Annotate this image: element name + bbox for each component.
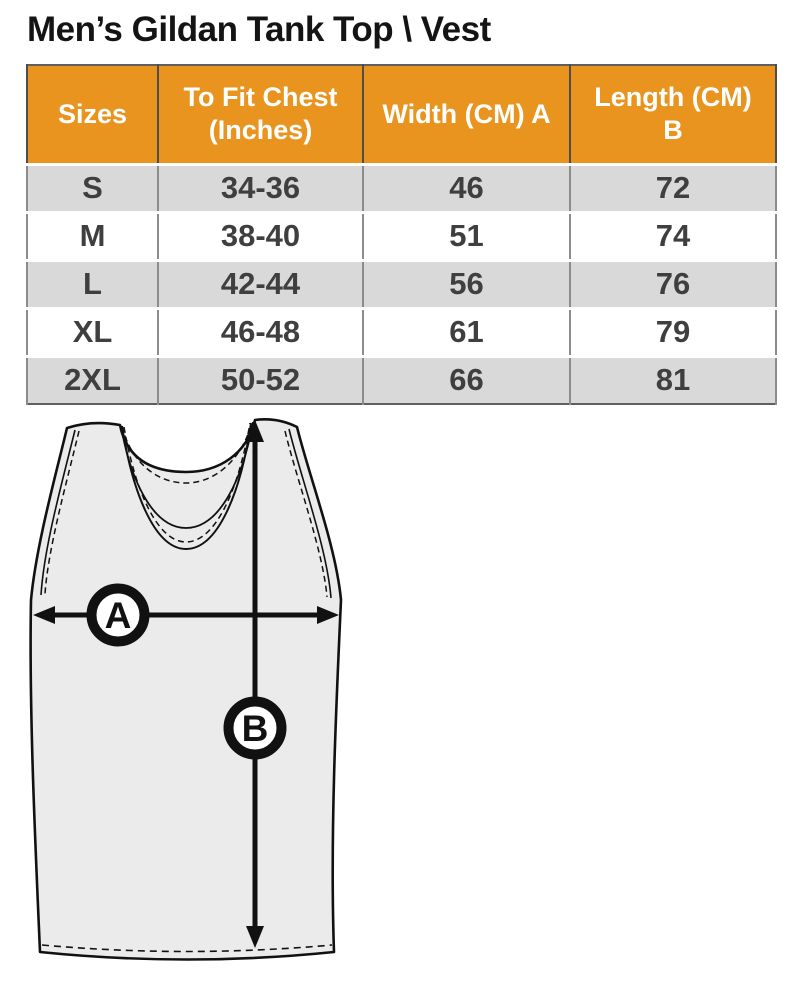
table-row-s: S 34-36 46 72 — [26, 162, 777, 212]
back-neck-stitch — [121, 421, 253, 484]
cell-size: 2XL — [26, 354, 159, 404]
cell-chest: 42-44 — [157, 258, 364, 308]
width-label: A — [105, 595, 132, 636]
cell-size: L — [26, 258, 159, 308]
header-sizes-label: Sizes — [57, 98, 128, 129]
table-row-2xl: 2XL 50-52 66 81 — [26, 354, 777, 404]
table-row-m: M 38-40 51 74 — [26, 210, 777, 260]
length-label-badge: B — [223, 696, 287, 760]
length-arrowhead-bottom — [246, 926, 264, 948]
table-row-xl: XL 46-48 61 79 — [26, 306, 777, 356]
front-neck-bottom-edge — [121, 422, 252, 551]
header-width-label: Width (CM) A — [382, 98, 551, 129]
header-sizes: Sizes — [26, 65, 159, 164]
tank-top-diagram: A B — [29, 418, 343, 961]
garment-outline — [29, 418, 343, 961]
front-neck-stitch — [123, 422, 251, 543]
size-chart-table: Sizes To Fit Chest (Inches) Width (CM) A… — [26, 64, 777, 405]
header-length-line1: Length (CM) — [594, 82, 752, 113]
cell-width: 51 — [362, 210, 571, 260]
right-armhole-stitch — [284, 430, 328, 598]
cell-chest: 38-40 — [157, 210, 364, 260]
header-width: Width (CM) A — [362, 65, 571, 164]
cell-length: 72 — [569, 162, 777, 212]
table-row-l: L 42-44 56 76 — [26, 258, 777, 308]
cell-length: 76 — [569, 258, 777, 308]
cell-length: 79 — [569, 306, 777, 356]
width-arrowhead-right — [317, 606, 339, 624]
left-armhole-stitch — [44, 430, 80, 595]
length-arrow — [246, 420, 264, 948]
cell-width: 61 — [362, 306, 571, 356]
cell-size: XL — [26, 306, 159, 356]
cell-length: 74 — [569, 210, 777, 260]
front-neck-top-edge — [120, 421, 254, 529]
header-chest-line2: (Inches) — [208, 115, 313, 146]
header-length: Length (CM) B — [569, 65, 777, 164]
page-title: Men’s Gildan Tank Top \ Vest — [27, 10, 491, 49]
cell-size: M — [26, 210, 159, 260]
header-chest-line1: To Fit Chest — [183, 82, 338, 113]
length-arrowhead-top — [246, 420, 264, 442]
header-chest: To Fit Chest (Inches) — [157, 65, 364, 164]
cell-size: S — [26, 162, 159, 212]
cell-width: 46 — [362, 162, 571, 212]
cell-chest: 34-36 — [157, 162, 364, 212]
width-arrowhead-left — [33, 606, 55, 624]
right-armhole-edge-line — [288, 428, 332, 599]
left-armhole-edge-line — [40, 429, 76, 596]
cell-length: 81 — [569, 354, 777, 404]
width-label-badge: A — [86, 583, 150, 647]
cell-chest: 50-52 — [157, 354, 364, 404]
header-length-line2: B — [663, 115, 683, 146]
cell-width: 66 — [362, 354, 571, 404]
table-header-row: Sizes To Fit Chest (Inches) Width (CM) A… — [26, 65, 777, 164]
hem-stitch — [41, 944, 333, 953]
cell-width: 56 — [362, 258, 571, 308]
cell-chest: 46-48 — [157, 306, 364, 356]
length-label: B — [242, 708, 269, 749]
